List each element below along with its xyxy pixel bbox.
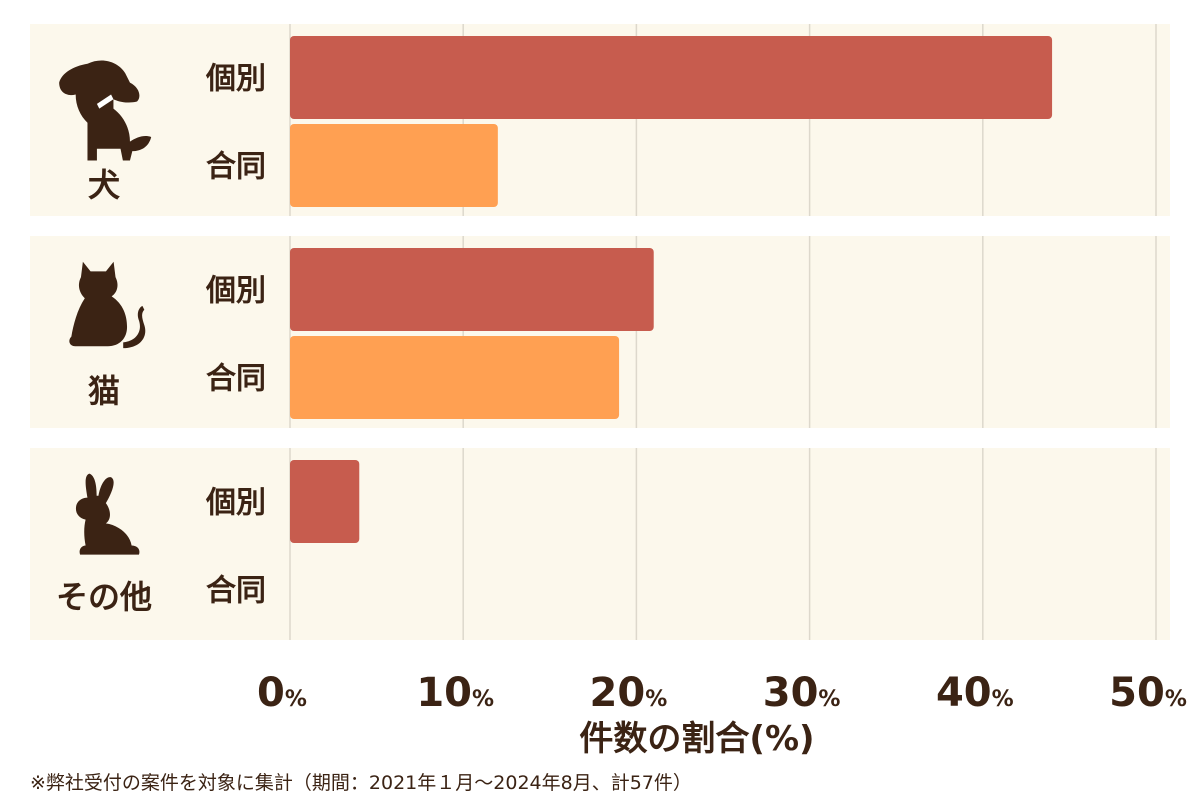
bar-individual xyxy=(290,248,654,331)
x-tick-label: 0% xyxy=(257,670,307,716)
x-tick-label: 20% xyxy=(590,670,668,716)
bar-category-label: 合同 xyxy=(206,362,266,397)
bar-individual xyxy=(290,36,1053,119)
footnote: ※弊社受付の案件を対象に集計（期間：2021年１月～2024年8月、計57件） xyxy=(30,772,692,794)
x-axis-title: 件数の割合(%) xyxy=(579,719,814,759)
bar-category-label: 合同 xyxy=(206,574,266,609)
bar-individual xyxy=(290,460,360,543)
x-tick-label: 10% xyxy=(416,670,494,716)
bar-category-label: 個別 xyxy=(205,274,266,309)
bar-joint xyxy=(290,124,498,207)
group-name-label: その他 xyxy=(56,578,152,616)
x-tick-label: 50% xyxy=(1109,670,1187,716)
group-name-label: 犬 xyxy=(88,166,120,204)
group-panel xyxy=(30,448,1170,640)
bar-category-label: 個別 xyxy=(205,486,266,521)
bar-category-label: 合同 xyxy=(206,150,266,185)
bar-joint xyxy=(290,336,620,419)
group-name-label: 猫 xyxy=(88,372,120,410)
x-tick-label: 40% xyxy=(936,670,1014,716)
x-tick-label: 30% xyxy=(763,670,841,716)
bar-category-label: 個別 xyxy=(205,62,266,97)
